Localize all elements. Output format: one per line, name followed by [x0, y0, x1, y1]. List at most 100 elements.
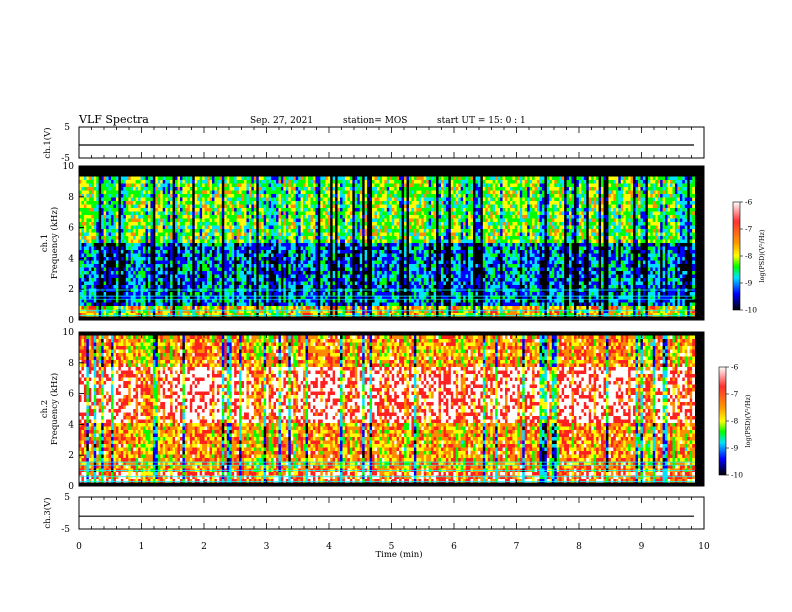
spectrogram-cell — [81, 236, 85, 240]
spectrogram-cell — [145, 267, 149, 272]
spectrogram-cell — [229, 281, 233, 286]
spectrogram-cell — [347, 253, 351, 258]
spectrogram-cell — [231, 295, 235, 300]
spectrogram-cell — [278, 187, 282, 191]
spectrogram-cell — [177, 229, 181, 233]
spectrogram-cell — [280, 274, 284, 279]
spectrogram-cell — [354, 166, 358, 170]
spectrogram-cell — [207, 267, 210, 272]
spectrogram-cell — [189, 267, 193, 272]
spectrogram-cell — [335, 229, 338, 233]
spectrogram-cell — [187, 253, 191, 258]
spectrogram-cell — [330, 306, 334, 310]
spectrogram-cell — [327, 288, 331, 293]
spectrogram-cell — [256, 257, 260, 261]
spectrogram-cell — [177, 215, 181, 219]
spectrogram-cell — [216, 225, 220, 230]
spectrogram-cell — [155, 260, 159, 265]
spectrogram-cell — [113, 232, 117, 237]
spectrogram-cell — [273, 173, 277, 177]
spectrogram-cell — [330, 201, 334, 205]
spectrogram-cell — [293, 232, 297, 237]
spectrogram-cell — [325, 218, 329, 223]
spectrogram-cell — [251, 274, 255, 279]
spectrogram-cell — [98, 257, 102, 261]
spectrogram-cell — [184, 166, 188, 170]
spectrogram-cell — [113, 257, 117, 261]
spectrogram-cell — [241, 316, 245, 321]
spectrogram-cell — [162, 257, 166, 261]
spectrogram-cell — [81, 201, 85, 205]
spectrogram-cell — [91, 299, 95, 303]
spectrogram-cell — [108, 313, 112, 317]
spectrogram-cell — [170, 285, 173, 289]
spectrogram-cell — [162, 201, 166, 205]
spectrogram-cell — [229, 264, 233, 268]
spectrogram-cell — [207, 309, 210, 314]
spectrogram-cell — [310, 225, 314, 230]
spectrogram-cell — [310, 222, 314, 226]
spectrogram-cell — [187, 313, 191, 317]
spectrogram-cell — [182, 201, 186, 205]
spectrogram-cell — [268, 229, 272, 233]
spectrogram-cell — [251, 264, 255, 268]
spectrogram-cell — [111, 211, 114, 216]
spectrogram-cell — [320, 194, 324, 198]
spectrogram-cell — [91, 302, 95, 307]
spectrogram-cell — [165, 299, 169, 303]
spectrogram-cell — [179, 292, 183, 296]
spectrogram-cell — [256, 166, 260, 170]
spectrogram-cell — [243, 187, 247, 191]
spectrogram-cell — [278, 180, 282, 184]
spectrogram-cell — [145, 169, 149, 174]
spectrogram-cell — [93, 288, 97, 293]
spectrogram-cell — [177, 292, 181, 296]
spectrogram-cell — [357, 190, 361, 195]
spectrogram-cell — [79, 302, 82, 307]
spectrogram-cell — [216, 176, 220, 181]
spectrogram-cell — [216, 246, 220, 251]
spectrogram-cell — [192, 306, 196, 310]
spectrogram-cell — [271, 267, 274, 272]
spectrogram-cell — [179, 285, 183, 289]
spectrogram-cell — [231, 306, 235, 310]
spectrogram-cell — [288, 257, 292, 261]
spectrogram-cell — [266, 257, 270, 261]
spectrogram-cell — [236, 281, 240, 286]
spectrogram-cell — [197, 295, 201, 300]
spectrogram-cell — [113, 218, 117, 223]
spectrogram-cell — [298, 299, 302, 303]
spectrogram-cell — [298, 264, 302, 268]
spectrogram-cell — [239, 225, 242, 230]
spectrogram-cell — [239, 239, 242, 244]
spectrogram-cell — [128, 313, 132, 317]
spectrogram-cell — [157, 173, 161, 177]
spectrogram-cell — [325, 313, 329, 317]
spectrogram-cell — [285, 309, 289, 314]
spectrogram-cell — [224, 222, 228, 226]
spectrogram-cell — [253, 260, 257, 265]
spectrogram-cell — [271, 194, 274, 198]
spectrogram-cell — [251, 292, 255, 296]
spectrogram-cell — [172, 274, 176, 279]
spectrogram-cell — [317, 299, 321, 303]
spectrogram-cell — [83, 264, 87, 268]
spectrogram-cell — [88, 225, 92, 230]
spectrogram-cell — [98, 250, 102, 254]
spectrogram-cell — [310, 253, 314, 258]
spectrogram-cell — [187, 211, 191, 216]
spectrogram-cell — [113, 316, 117, 321]
spectrogram-cell — [86, 187, 90, 191]
spectrogram-cell — [276, 302, 279, 307]
spectrogram-cell — [140, 288, 144, 293]
spectrogram-cell — [236, 222, 240, 226]
spectrogram-cell — [342, 309, 346, 314]
spectrogram-cell — [320, 243, 324, 247]
spectrogram-cell — [91, 257, 95, 261]
spectrogram-cell — [266, 208, 270, 212]
spectrogram-cell — [290, 180, 294, 184]
spectrogram-cell — [251, 215, 255, 219]
spectrogram-cell — [207, 316, 210, 321]
spectrogram-cell — [170, 180, 173, 184]
spectrogram-cell — [280, 225, 284, 230]
